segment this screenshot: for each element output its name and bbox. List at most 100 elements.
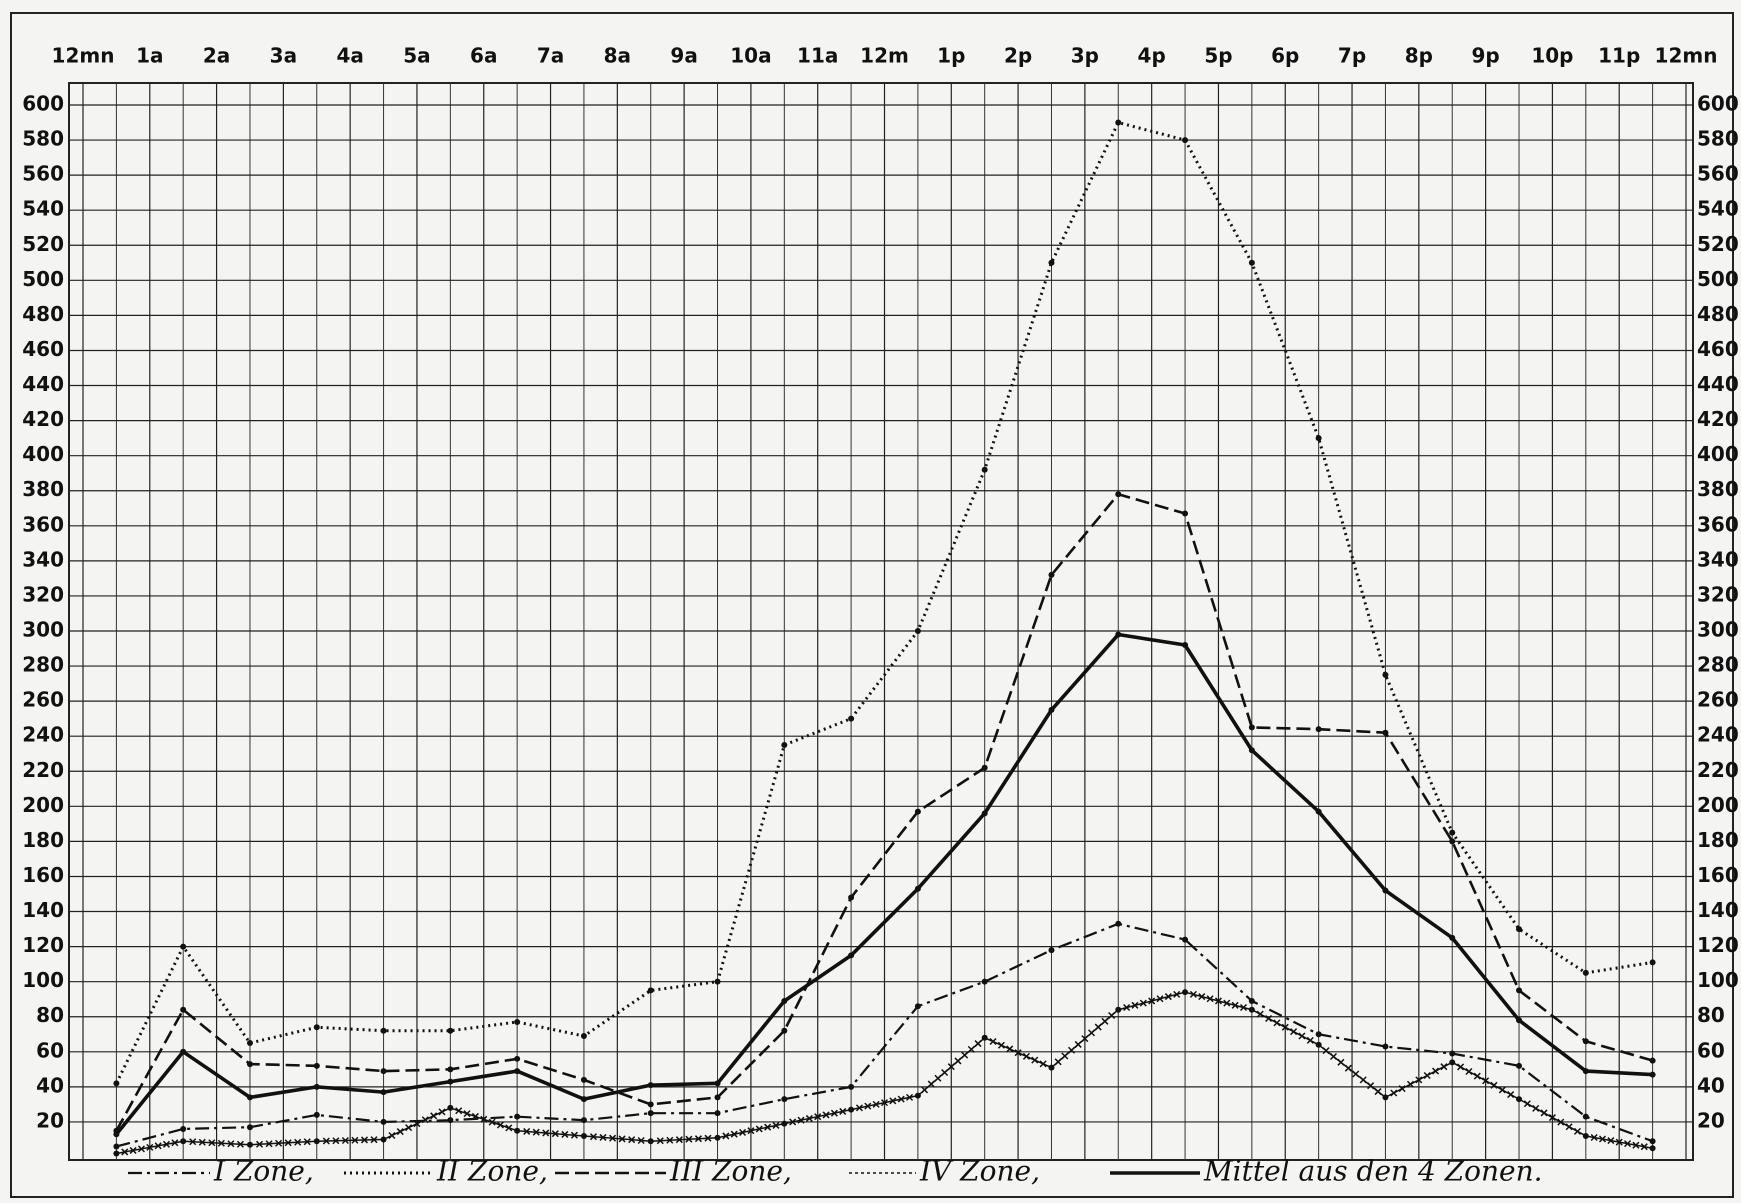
cross-pattern xyxy=(1498,1086,1506,1094)
cross-pattern xyxy=(1123,1003,1131,1012)
data-point xyxy=(1315,1041,1322,1048)
cross-pattern xyxy=(1359,1076,1367,1084)
data-point xyxy=(313,1062,320,1069)
cross-pattern xyxy=(1607,1137,1615,1145)
data-point xyxy=(1382,1043,1389,1050)
cross-pattern xyxy=(438,1108,446,1116)
y-tick-label: 340 xyxy=(22,547,64,571)
data-point xyxy=(1516,1017,1523,1024)
cross-pattern xyxy=(360,1136,369,1144)
data-point xyxy=(848,952,855,959)
cross-pattern xyxy=(1565,1123,1573,1131)
y-tick-label: 100 xyxy=(22,968,64,992)
cross-pattern xyxy=(198,1138,206,1146)
data-point xyxy=(1649,1138,1656,1145)
data-point xyxy=(1315,808,1322,815)
cross-pattern xyxy=(1398,1085,1406,1093)
data-point xyxy=(1048,706,1055,713)
y-tick-label-right: 20 xyxy=(1697,1108,1725,1132)
x-tick-label: 8a xyxy=(604,44,631,68)
data-point xyxy=(1382,729,1389,736)
cross-pattern xyxy=(405,1124,413,1132)
y-tick-label-right: 320 xyxy=(1697,582,1739,606)
data-point xyxy=(1582,1038,1589,1045)
cross-pattern xyxy=(722,1132,730,1140)
cross-pattern xyxy=(872,1100,880,1108)
cross-pattern xyxy=(1239,1003,1248,1012)
cross-pattern xyxy=(1532,1104,1540,1112)
legend-text: III Zone, xyxy=(669,1155,792,1188)
cross-pattern xyxy=(154,1142,162,1150)
data-point xyxy=(914,808,921,815)
cross-pattern xyxy=(1081,1035,1089,1043)
cross-pattern xyxy=(561,1130,569,1138)
cross-pattern xyxy=(1306,1036,1314,1044)
data-point xyxy=(447,1066,454,1073)
y-tick-label-right: 540 xyxy=(1697,197,1739,221)
y-tick-label-right: 380 xyxy=(1697,477,1739,501)
x-tick-label: 12m xyxy=(860,44,909,68)
cross-pattern xyxy=(1465,1067,1473,1076)
data-point xyxy=(514,1068,521,1075)
y-tick-label-right: 120 xyxy=(1697,933,1739,957)
y-tick-label: 400 xyxy=(22,442,64,466)
data-point xyxy=(1115,491,1122,498)
cross-pattern xyxy=(532,1128,540,1136)
cross-pattern xyxy=(1281,1023,1289,1031)
data-point xyxy=(380,1118,387,1125)
cross-pattern xyxy=(1173,990,1181,998)
cross-pattern xyxy=(1490,1081,1498,1089)
cross-pattern xyxy=(236,1140,244,1148)
cross-pattern xyxy=(341,1136,349,1145)
cross-pattern xyxy=(1598,1135,1607,1143)
data-point xyxy=(1248,747,1255,754)
cross-pattern xyxy=(129,1146,137,1154)
y-tick-label: 240 xyxy=(22,723,64,747)
data-point xyxy=(1516,926,1523,933)
cross-pattern xyxy=(1156,995,1164,1003)
cross-pattern xyxy=(275,1139,283,1147)
cross-pattern xyxy=(171,1139,179,1147)
cross-pattern xyxy=(967,1045,975,1053)
data-point xyxy=(1315,726,1322,733)
cross-pattern xyxy=(1290,1028,1298,1036)
y-tick-label: 560 xyxy=(22,162,64,186)
cross-pattern xyxy=(739,1128,747,1136)
x-tick-label: 9a xyxy=(670,44,697,68)
y-tick-label-right: 300 xyxy=(1697,618,1739,642)
cross-pattern xyxy=(609,1134,617,1142)
data-point xyxy=(781,1027,788,1034)
data-point xyxy=(246,1040,253,1047)
y-tick-label: 80 xyxy=(36,1003,64,1027)
data-point xyxy=(514,1055,521,1062)
data-point xyxy=(981,466,988,473)
data-point xyxy=(447,1027,454,1034)
cross-pattern xyxy=(1507,1091,1515,1099)
cross-pattern xyxy=(897,1095,905,1103)
y-tick-label: 20 xyxy=(36,1108,64,1132)
data-point xyxy=(714,978,721,985)
x-tick-label: 10a xyxy=(730,44,771,68)
data-point xyxy=(1182,510,1189,517)
data-point xyxy=(781,997,788,1004)
cross-pattern xyxy=(974,1040,982,1048)
data-point xyxy=(113,1080,120,1087)
data-point xyxy=(1649,1145,1656,1152)
cross-pattern xyxy=(370,1136,378,1144)
legend-text: II Zone, xyxy=(436,1155,548,1188)
cross-pattern xyxy=(1206,995,1214,1003)
data-point xyxy=(180,1048,187,1055)
y-tick-label-right: 140 xyxy=(1697,898,1739,922)
data-point xyxy=(313,1111,320,1118)
cross-pattern xyxy=(471,1112,479,1120)
cross-pattern xyxy=(351,1136,359,1144)
x-tick-label: 2p xyxy=(1004,44,1032,68)
data-point xyxy=(781,741,788,748)
data-point xyxy=(1182,642,1189,649)
cross-pattern xyxy=(1390,1089,1398,1097)
y-tick-label-right: 80 xyxy=(1697,1003,1725,1027)
x-tick-label: 11a xyxy=(797,44,838,68)
cross-pattern xyxy=(255,1140,264,1148)
y-tick-label: 420 xyxy=(22,407,64,431)
